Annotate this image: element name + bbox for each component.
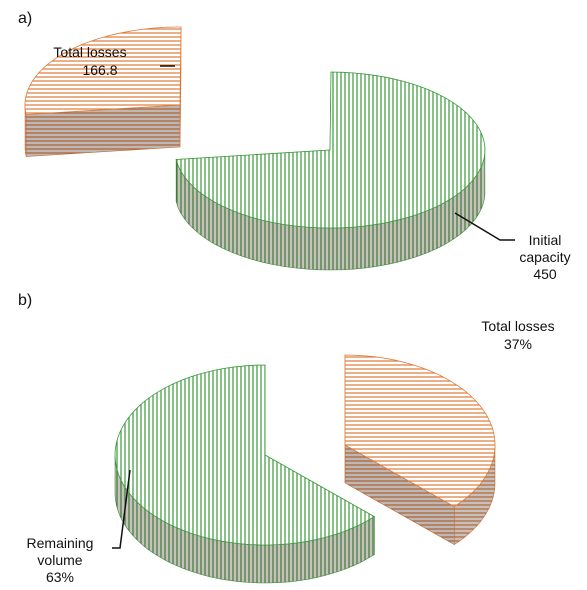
value-label: 450 <box>533 266 557 282</box>
value-label: 63% <box>45 569 75 585</box>
leader-line <box>112 469 131 549</box>
slice <box>24 26 182 115</box>
value-label: 37% <box>503 336 533 352</box>
slice-shade <box>176 153 485 270</box>
slice-label: Total losses <box>53 44 127 60</box>
value-label: 166.8 <box>82 62 118 78</box>
slice-label: Initial capacity <box>519 232 571 265</box>
slice-label: Remaining volume <box>26 535 94 568</box>
slice-shade <box>345 445 455 545</box>
panel-label: b) <box>18 292 33 309</box>
slice <box>175 71 486 229</box>
slice <box>344 354 496 508</box>
leader-line <box>454 212 515 241</box>
panel-label: a) <box>18 10 33 27</box>
slice-shade <box>25 103 27 157</box>
slice-shade <box>26 105 181 157</box>
slice-label: Total losses <box>481 318 555 334</box>
slice-shade <box>454 446 495 545</box>
slice-shade <box>115 456 375 583</box>
